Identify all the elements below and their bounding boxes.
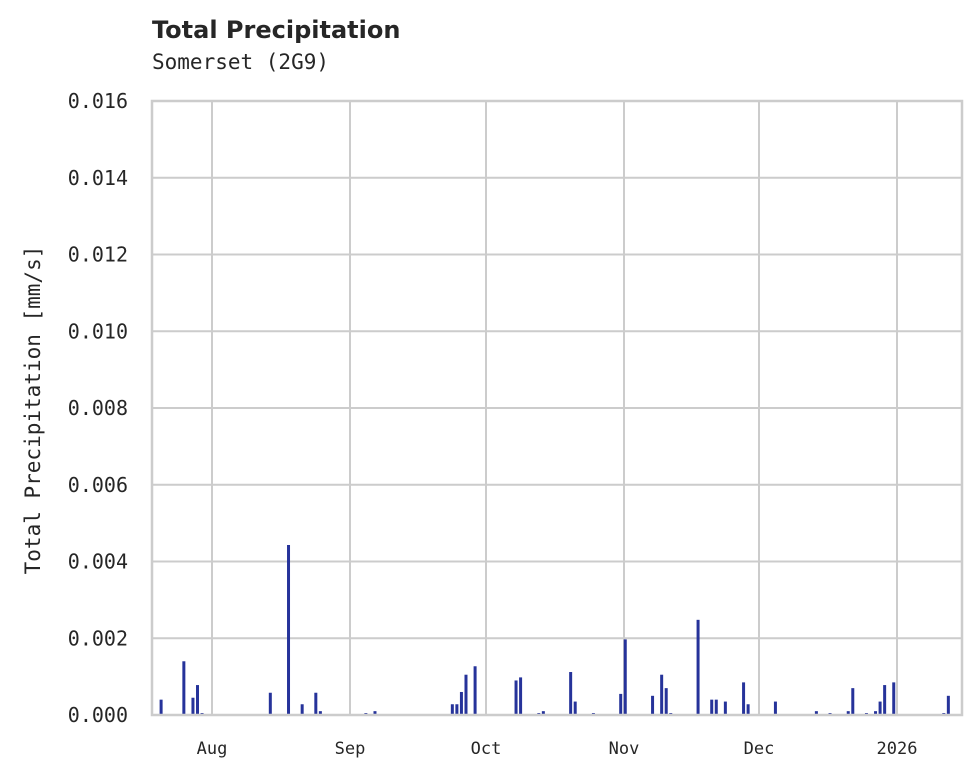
precipitation-bar bbox=[519, 677, 523, 715]
precipitation-bar bbox=[473, 666, 477, 715]
precipitation-bar bbox=[191, 697, 195, 715]
precipitation-bar bbox=[373, 711, 377, 715]
precipitation-bar bbox=[287, 544, 291, 715]
precipitation-bar bbox=[159, 699, 163, 715]
precipitation-bar bbox=[541, 711, 545, 715]
precipitation-bar bbox=[573, 701, 577, 715]
precipitation-bar bbox=[268, 692, 272, 715]
precipitation-bar bbox=[459, 691, 463, 715]
precipitation-bar bbox=[569, 672, 573, 715]
precipitation-bar bbox=[318, 711, 322, 715]
x-tick-label: Nov bbox=[609, 739, 640, 759]
precipitation-bar bbox=[455, 704, 459, 715]
y-tick-label: 0.012 bbox=[68, 243, 128, 267]
x-axis-ticks: Aug Sep Oct Nov Dec 2026 bbox=[197, 739, 918, 759]
precipitation-bar bbox=[714, 699, 718, 715]
precipitation-bar bbox=[464, 674, 468, 715]
precipitation-bar bbox=[664, 688, 668, 715]
precipitation-bar bbox=[450, 704, 454, 715]
precipitation-bar bbox=[196, 685, 200, 715]
precipitation-bar bbox=[619, 693, 623, 715]
precipitation-bar bbox=[878, 701, 882, 715]
chart-subtitle: Somerset (2G9) bbox=[152, 50, 330, 74]
precipitation-bar bbox=[514, 680, 518, 715]
precipitation-bar bbox=[814, 711, 818, 715]
y-tick-label: 0.008 bbox=[68, 396, 128, 420]
precipitation-bar bbox=[851, 688, 855, 715]
y-tick-label: 0.010 bbox=[68, 319, 128, 343]
precipitation-bar bbox=[300, 704, 304, 715]
y-axis-label: Total Precipitation [mm/s] bbox=[21, 246, 45, 575]
precipitation-bar bbox=[660, 674, 664, 715]
precipitation-bar bbox=[946, 695, 950, 715]
grid-lines bbox=[152, 100, 962, 716]
x-tick-label: Oct bbox=[471, 739, 502, 759]
precipitation-bar bbox=[883, 685, 887, 715]
precipitation-bar bbox=[892, 682, 896, 715]
y-tick-label: 0.004 bbox=[68, 550, 128, 574]
chart-title: Total Precipitation bbox=[152, 16, 401, 44]
precipitation-bar bbox=[182, 661, 186, 715]
precipitation-bar bbox=[723, 701, 727, 715]
precipitation-bar bbox=[773, 701, 777, 715]
precipitation-bars bbox=[159, 544, 950, 715]
precipitation-bar bbox=[314, 692, 318, 715]
precipitation-bar bbox=[742, 682, 746, 715]
y-tick-label: 0.002 bbox=[68, 626, 128, 650]
y-tick-label: 0.006 bbox=[68, 473, 128, 497]
y-tick-label: 0.014 bbox=[68, 166, 128, 190]
x-tick-label: Dec bbox=[744, 739, 775, 759]
plot-frame bbox=[150, 99, 964, 717]
y-tick-label: 0.000 bbox=[68, 703, 128, 727]
x-tick-label: 2026 bbox=[877, 739, 918, 759]
precipitation-bar bbox=[746, 704, 750, 715]
precipitation-bar bbox=[623, 639, 627, 715]
precipitation-bar bbox=[874, 711, 878, 715]
x-tick-label: Aug bbox=[197, 739, 228, 759]
precipitation-bar bbox=[696, 619, 700, 715]
precipitation-bar bbox=[651, 695, 655, 715]
precipitation-bar bbox=[846, 711, 850, 715]
y-axis-ticks: 0.000 0.002 0.004 0.006 0.008 0.010 0.012 0.014… bbox=[68, 89, 128, 727]
x-tick-label: Sep bbox=[335, 739, 366, 759]
y-tick-label: 0.016 bbox=[68, 89, 128, 113]
precipitation-bar bbox=[710, 699, 714, 715]
